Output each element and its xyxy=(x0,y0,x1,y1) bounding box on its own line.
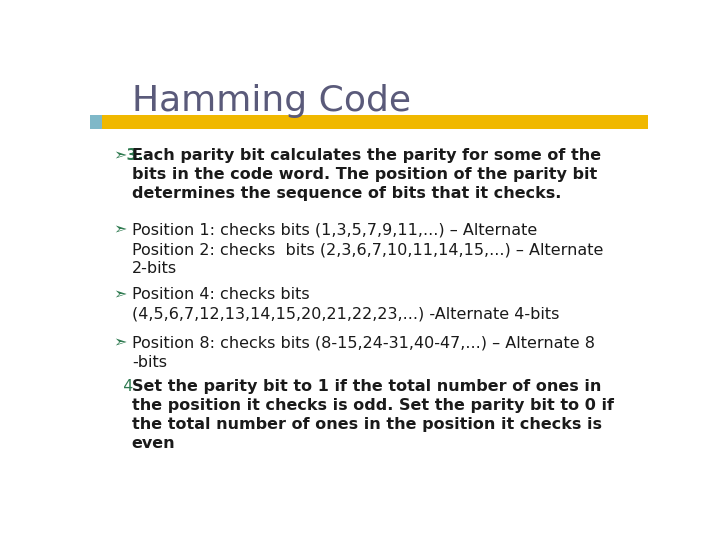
Text: 4.: 4. xyxy=(114,379,139,394)
Text: Set the parity bit to 1 if the total number of ones in
the position it checks is: Set the parity bit to 1 if the total num… xyxy=(132,379,614,451)
Text: ➣3.: ➣3. xyxy=(114,148,144,163)
FancyBboxPatch shape xyxy=(90,114,102,129)
Text: Position 4: checks bits
(4,5,6,7,12,13,14,15,20,21,22,23,...) -Alternate 4-bits: Position 4: checks bits (4,5,6,7,12,13,1… xyxy=(132,287,559,321)
FancyBboxPatch shape xyxy=(102,114,648,129)
Text: ➣: ➣ xyxy=(114,223,127,238)
Text: ➣: ➣ xyxy=(114,336,127,351)
Text: Each parity bit calculates the parity for some of the
bits in the code word. The: Each parity bit calculates the parity fo… xyxy=(132,148,601,201)
Text: Position 1: checks bits (1,3,5,7,9,11,...) – Alternate
Position 2: checks  bits : Position 1: checks bits (1,3,5,7,9,11,..… xyxy=(132,223,603,276)
Text: Hamming Code: Hamming Code xyxy=(132,84,411,118)
Text: Position 8: checks bits (8-15,24-31,40-47,...) – Alternate 8
-bits: Position 8: checks bits (8-15,24-31,40-4… xyxy=(132,336,595,370)
Text: ➣: ➣ xyxy=(114,287,127,302)
